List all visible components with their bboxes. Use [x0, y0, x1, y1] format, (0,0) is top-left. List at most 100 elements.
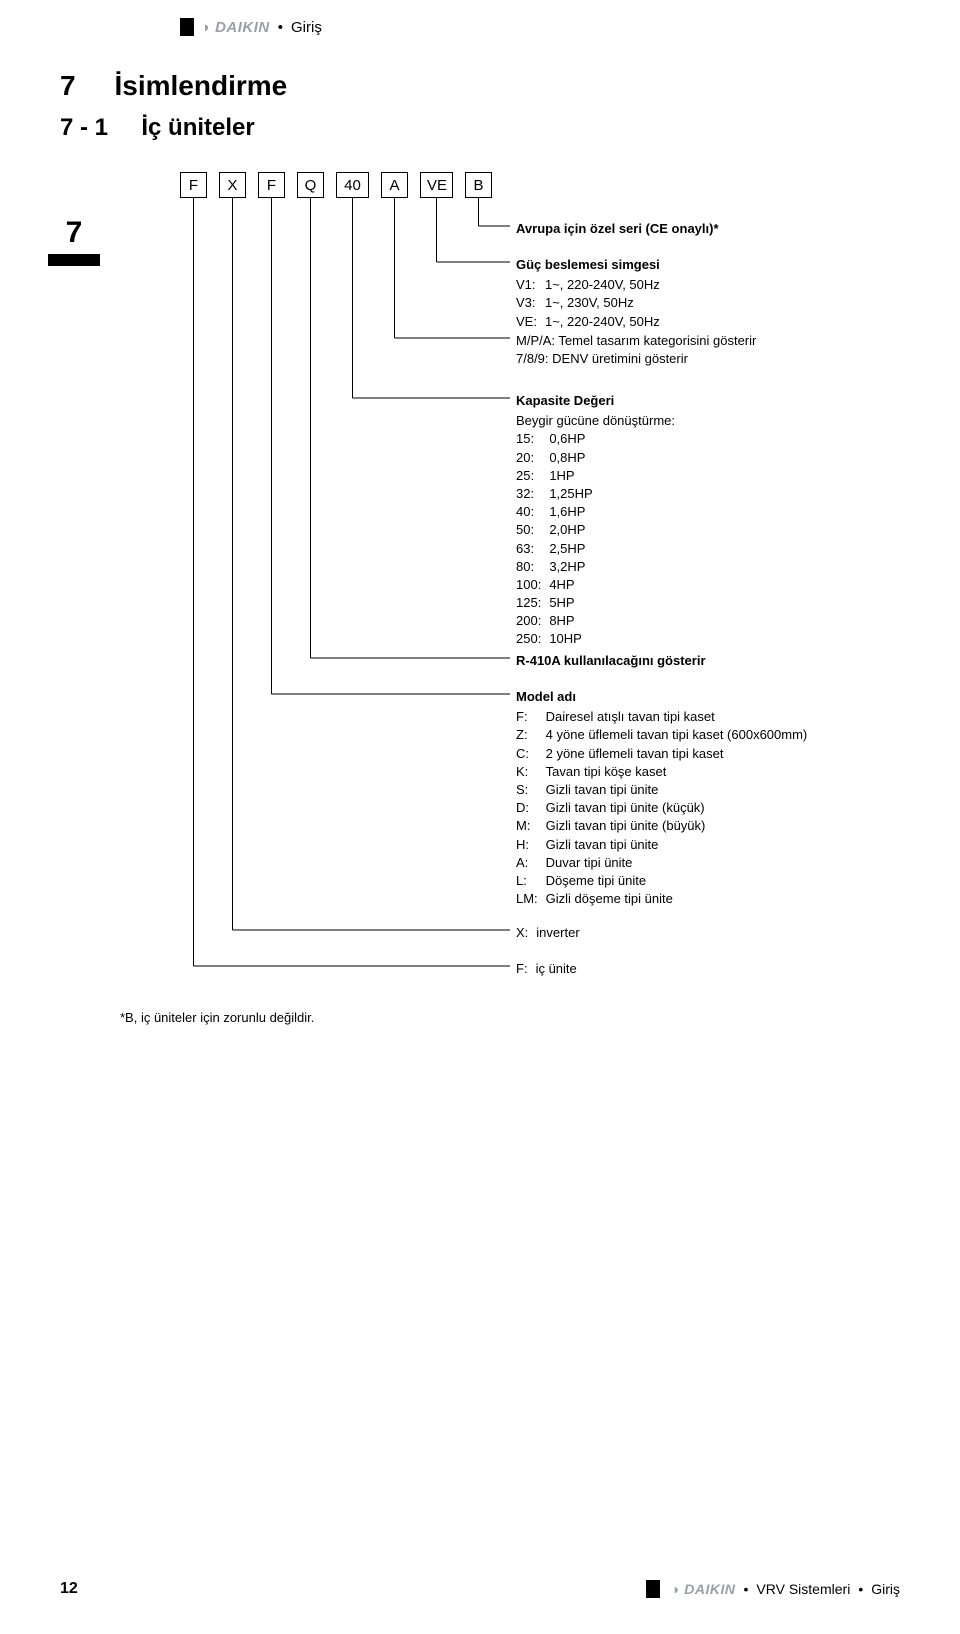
group-title: Model adı	[516, 688, 815, 706]
spec-group-refrigerant: R-410A kullanılacağını gösterir	[516, 652, 706, 672]
table-row: 80:3,2HP	[516, 558, 601, 576]
code-box: VE	[420, 172, 453, 198]
table-row: S:Gizli tavan tipi ünite	[516, 781, 815, 799]
row-key: F:	[516, 708, 546, 726]
row-key: D:	[516, 799, 546, 817]
footer: 12 ◗ DAIKIN • VRV Sistemleri • Giriş	[60, 1580, 900, 1598]
row-key: Z:	[516, 726, 546, 744]
row-value: 5HP	[549, 594, 600, 612]
code-box: F	[180, 172, 207, 198]
code-box: B	[465, 172, 492, 198]
row-key: 32:	[516, 485, 549, 503]
subsection-title: İç üniteler	[141, 114, 254, 141]
table-row: 125:5HP	[516, 594, 601, 612]
brand-swoosh-icon: ◗	[202, 19, 211, 36]
table-row: 20:0,8HP	[516, 449, 601, 467]
table-row: 25:1HP	[516, 467, 601, 485]
table-row: V1:1~, 220-240V, 50Hz	[516, 276, 668, 294]
code-boxes-row: FXFQ40AVEB	[180, 172, 900, 198]
row-key: 20:	[516, 449, 549, 467]
chapter-number: 7	[60, 70, 76, 101]
table-row: LM:Gizli döşeme tipi ünite	[516, 890, 815, 908]
row-value: Gizli tavan tipi ünite (küçük)	[546, 799, 816, 817]
row-value: 2,5HP	[549, 540, 600, 558]
table-row: 32:1,25HP	[516, 485, 601, 503]
chapter-tab: 7	[48, 216, 100, 266]
code-box: X	[219, 172, 246, 198]
separator-dot: •	[278, 19, 283, 36]
code-box: 40	[336, 172, 369, 198]
header-bar-icon	[180, 18, 194, 36]
spec-group-power: Güç beslemesi simgesi V1:1~, 220-240V, 50…	[516, 256, 668, 331]
row-value: 4HP	[549, 576, 600, 594]
page-number: 12	[60, 1580, 78, 1598]
row-key: V3:	[516, 294, 545, 312]
table-row: M:Gizli tavan tipi ünite (büyük)	[516, 817, 815, 835]
row-key: 25:	[516, 467, 549, 485]
group-line: M/P/A: Temel tasarım kategorisini göster…	[516, 332, 756, 350]
table-row: VE:1~, 220-240V, 50Hz	[516, 313, 668, 331]
row-key: F:	[516, 960, 536, 978]
row-value: 1,25HP	[549, 485, 600, 503]
spec-group-ce: Avrupa için özel seri (CE onaylı)*	[516, 220, 719, 240]
table-row: X:inverter	[516, 924, 588, 942]
separator-dot: •	[858, 1581, 863, 1597]
row-value: 4 yöne üflemeli tavan tipi kaset (600x60…	[546, 726, 816, 744]
group-title: Avrupa için özel seri (CE onaylı)*	[516, 220, 719, 238]
table-row: D:Gizli tavan tipi ünite (küçük)	[516, 799, 815, 817]
chapter-title: İsimlendirme	[114, 70, 287, 101]
row-value: Gizli tavan tipi ünite	[546, 781, 816, 799]
footer-system-label: VRV Sistemleri	[756, 1581, 850, 1597]
row-key: X:	[516, 924, 536, 942]
row-key: LM:	[516, 890, 546, 908]
spec-group-indoor: F:iç ünite	[516, 960, 585, 978]
footer-brand-name: DAIKIN	[684, 1581, 735, 1597]
row-value: 1HP	[549, 467, 600, 485]
row-key: C:	[516, 745, 546, 763]
row-value: Gizli döşeme tipi ünite	[546, 890, 816, 908]
row-key: L:	[516, 872, 546, 890]
row-key: A:	[516, 854, 546, 872]
table-row: 100:4HP	[516, 576, 601, 594]
code-box: F	[258, 172, 285, 198]
row-key: K:	[516, 763, 546, 781]
spec-group-inverter: X:inverter	[516, 924, 588, 942]
row-key: V1:	[516, 276, 545, 294]
group-title: Güç beslemesi simgesi	[516, 256, 668, 274]
brand-name: DAIKIN	[215, 19, 270, 36]
row-key: 100:	[516, 576, 549, 594]
table-row: H:Gizli tavan tipi ünite	[516, 836, 815, 854]
row-value: 0,6HP	[549, 430, 600, 448]
table-row: 63:2,5HP	[516, 540, 601, 558]
chapter-tab-bar-icon	[48, 254, 100, 266]
table-row: F:iç ünite	[516, 960, 585, 978]
row-key: 80:	[516, 558, 549, 576]
group-title: R-410A kullanılacağını gösterir	[516, 652, 706, 670]
nomenclature-diagram: FXFQ40AVEB Avrupa için özel seri (CE ona…	[180, 172, 900, 198]
row-value: Gizli tavan tipi ünite	[546, 836, 816, 854]
row-value: 10HP	[549, 630, 600, 648]
code-box: Q	[297, 172, 324, 198]
row-value: iç ünite	[536, 960, 585, 978]
row-value: 0,8HP	[549, 449, 600, 467]
row-value: Döşeme tipi ünite	[546, 872, 816, 890]
header-brand: ◗ DAIKIN • Giriş	[180, 18, 880, 36]
table-row: 15:0,6HP	[516, 430, 601, 448]
row-value: 2,0HP	[549, 521, 600, 539]
row-value: Gizli tavan tipi ünite (büyük)	[546, 817, 816, 835]
table-row: F:Dairesel atışlı tavan tipi kaset	[516, 708, 815, 726]
subsection-heading: 7 - 1 İç üniteler	[60, 114, 900, 142]
row-key: M:	[516, 817, 546, 835]
table-row: Z:4 yöne üflemeli tavan tipi kaset (600x…	[516, 726, 815, 744]
group-table: 15:0,6HP20:0,8HP25:1HP32:1,25HP40:1,6HP5…	[516, 430, 601, 648]
row-value: 1~, 230V, 50Hz	[545, 294, 668, 312]
chapter-heading: 7 İsimlendirme	[60, 70, 900, 102]
footer-right: ◗ DAIKIN • VRV Sistemleri • Giriş	[646, 1580, 900, 1598]
footer-section-label: Giriş	[871, 1581, 900, 1597]
row-value: Duvar tipi ünite	[546, 854, 816, 872]
chapter-tab-number: 7	[66, 216, 83, 250]
table-row: 250:10HP	[516, 630, 601, 648]
row-key: S:	[516, 781, 546, 799]
row-key: 15:	[516, 430, 549, 448]
table-row: 50:2,0HP	[516, 521, 601, 539]
